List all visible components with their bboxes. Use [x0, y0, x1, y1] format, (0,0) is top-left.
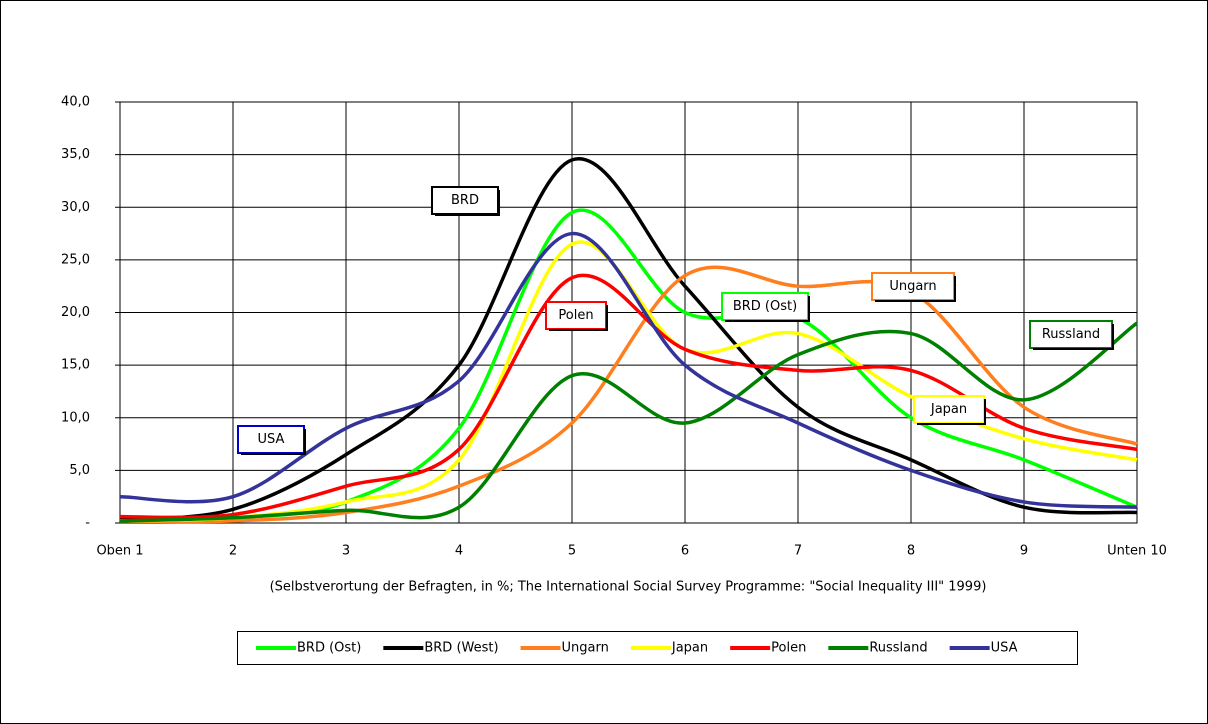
series-line	[119, 231, 1138, 509]
x-tick-label: 6	[681, 544, 689, 559]
x-tick-label: 3	[342, 544, 350, 559]
annotation: Russland	[1042, 327, 1100, 342]
annotation-box	[545, 301, 607, 330]
x-tick-label: 7	[794, 544, 802, 559]
x-tick-label: 5	[568, 544, 576, 559]
x-tick-label: 9	[1020, 544, 1028, 559]
series-line	[119, 321, 1139, 523]
x-tick-label: 8	[907, 544, 915, 559]
y-tick-label: -	[85, 516, 90, 531]
legend-label: Russland	[869, 641, 927, 656]
legend-label: Ungarn	[562, 641, 609, 656]
legend-label: Japan	[671, 641, 708, 656]
x-tick-label: Unten 10	[1107, 544, 1167, 559]
annotation-box	[871, 272, 955, 301]
annotation: BRD	[451, 193, 479, 208]
legend-label: Polen	[771, 641, 806, 656]
annotation: BRD (Ost)	[733, 299, 797, 314]
series-line	[119, 273, 1138, 520]
x-axis-label: (Selbstverortung der Befragten, in %; Th…	[270, 580, 987, 595]
annotation: Polen	[558, 308, 593, 323]
x-tick-label: Oben 1	[96, 544, 143, 559]
legend-label: BRD (West)	[424, 641, 498, 656]
y-tick-label: 30,0	[61, 200, 90, 215]
y-tick-label: 25,0	[61, 252, 90, 267]
legend: BRD (Ost) BRD (West) Ungarn Japan Polen Russl…	[237, 631, 1078, 665]
y-tick-label: 20,0	[61, 305, 90, 320]
y-tick-label: 15,0	[61, 358, 90, 373]
x-tick-label: 2	[229, 544, 237, 559]
plot-frame	[119, 101, 1138, 524]
legend-label: BRD (Ost)	[297, 641, 361, 656]
y-tick-label: 35,0	[61, 147, 90, 162]
y-tick-label: 10,0	[61, 410, 90, 425]
series-line	[119, 265, 1138, 524]
annotation: Japan	[930, 402, 967, 417]
annotation: USA	[258, 432, 285, 447]
annotation: Ungarn	[889, 279, 936, 294]
y-tick-label: 40,0	[61, 95, 90, 110]
x-tick-label: 4	[455, 544, 463, 559]
annotation-box	[431, 186, 499, 215]
legend-label: USA	[991, 641, 1018, 656]
y-tick-label: 5,0	[69, 463, 90, 478]
series-line	[119, 156, 1138, 522]
